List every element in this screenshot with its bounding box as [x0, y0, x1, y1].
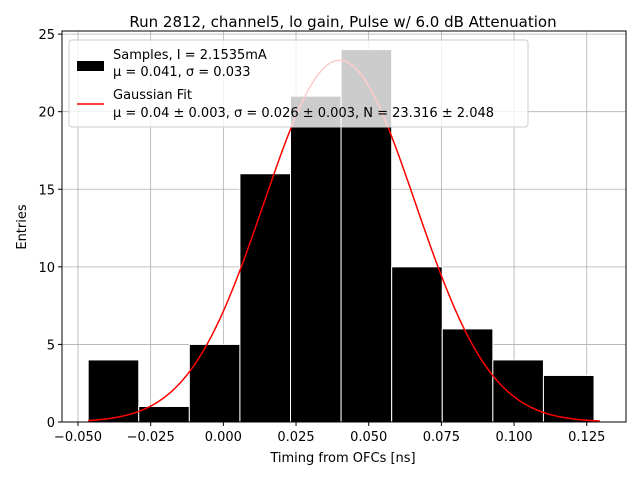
x-tick-label: 0.000 [205, 430, 242, 445]
y-tick-label: 10 [38, 261, 55, 276]
y-axis-label: Entries [15, 204, 30, 250]
chart-title: Run 2812, channel5, lo gain, Pulse w/ 6.… [129, 13, 556, 31]
x-tick-label: 0.025 [277, 430, 314, 445]
histogram-bar [391, 266, 443, 423]
y-tick-label: 0 [47, 416, 55, 431]
x-tick-label: 0.125 [568, 430, 605, 445]
plot-frame [61, 30, 627, 423]
x-tick-label: −0.025 [127, 430, 175, 445]
histogram-bar [239, 173, 292, 423]
x-tick-label: 0.075 [423, 430, 460, 445]
legend-box [68, 39, 529, 128]
histogram-bar [492, 359, 544, 423]
histogram-bar [290, 95, 342, 423]
histogram-bar [188, 343, 241, 423]
legend: Samples, I = 2.1535mA μ = 0.041, σ = 0.0… [68, 39, 529, 128]
x-axis-ticks: −0.050 −0.025 0.000 0.025 0.050 0.075 0.100 0.1… [54, 422, 605, 445]
x-tick-label: −0.050 [54, 430, 102, 445]
x-axis-label: Timing from OFCs [ns] [269, 451, 415, 466]
x-tick-label: 0.050 [350, 430, 387, 445]
legend-histogram-stats: μ = 0.041, σ = 0.033 [113, 65, 251, 80]
legend-fit-params: μ = 0.04 ± 0.003, σ = 0.026 ± 0.003, N =… [113, 106, 494, 121]
histogram-bar [87, 359, 140, 423]
legend-histogram-label: Samples, I = 2.1535mA [113, 48, 267, 63]
y-tick-label: 25 [38, 28, 55, 43]
y-tick-label: 15 [38, 183, 55, 198]
histogram-bar [441, 328, 494, 423]
y-axis-ticks: 0 5 10 15 20 25 [38, 28, 62, 431]
y-tick-label: 5 [47, 338, 55, 353]
legend-histogram-swatch [77, 61, 104, 71]
x-tick-label: 0.100 [495, 430, 532, 445]
y-tick-label: 20 [38, 106, 55, 121]
legend-fit-label: Gaussian Fit [113, 88, 192, 103]
